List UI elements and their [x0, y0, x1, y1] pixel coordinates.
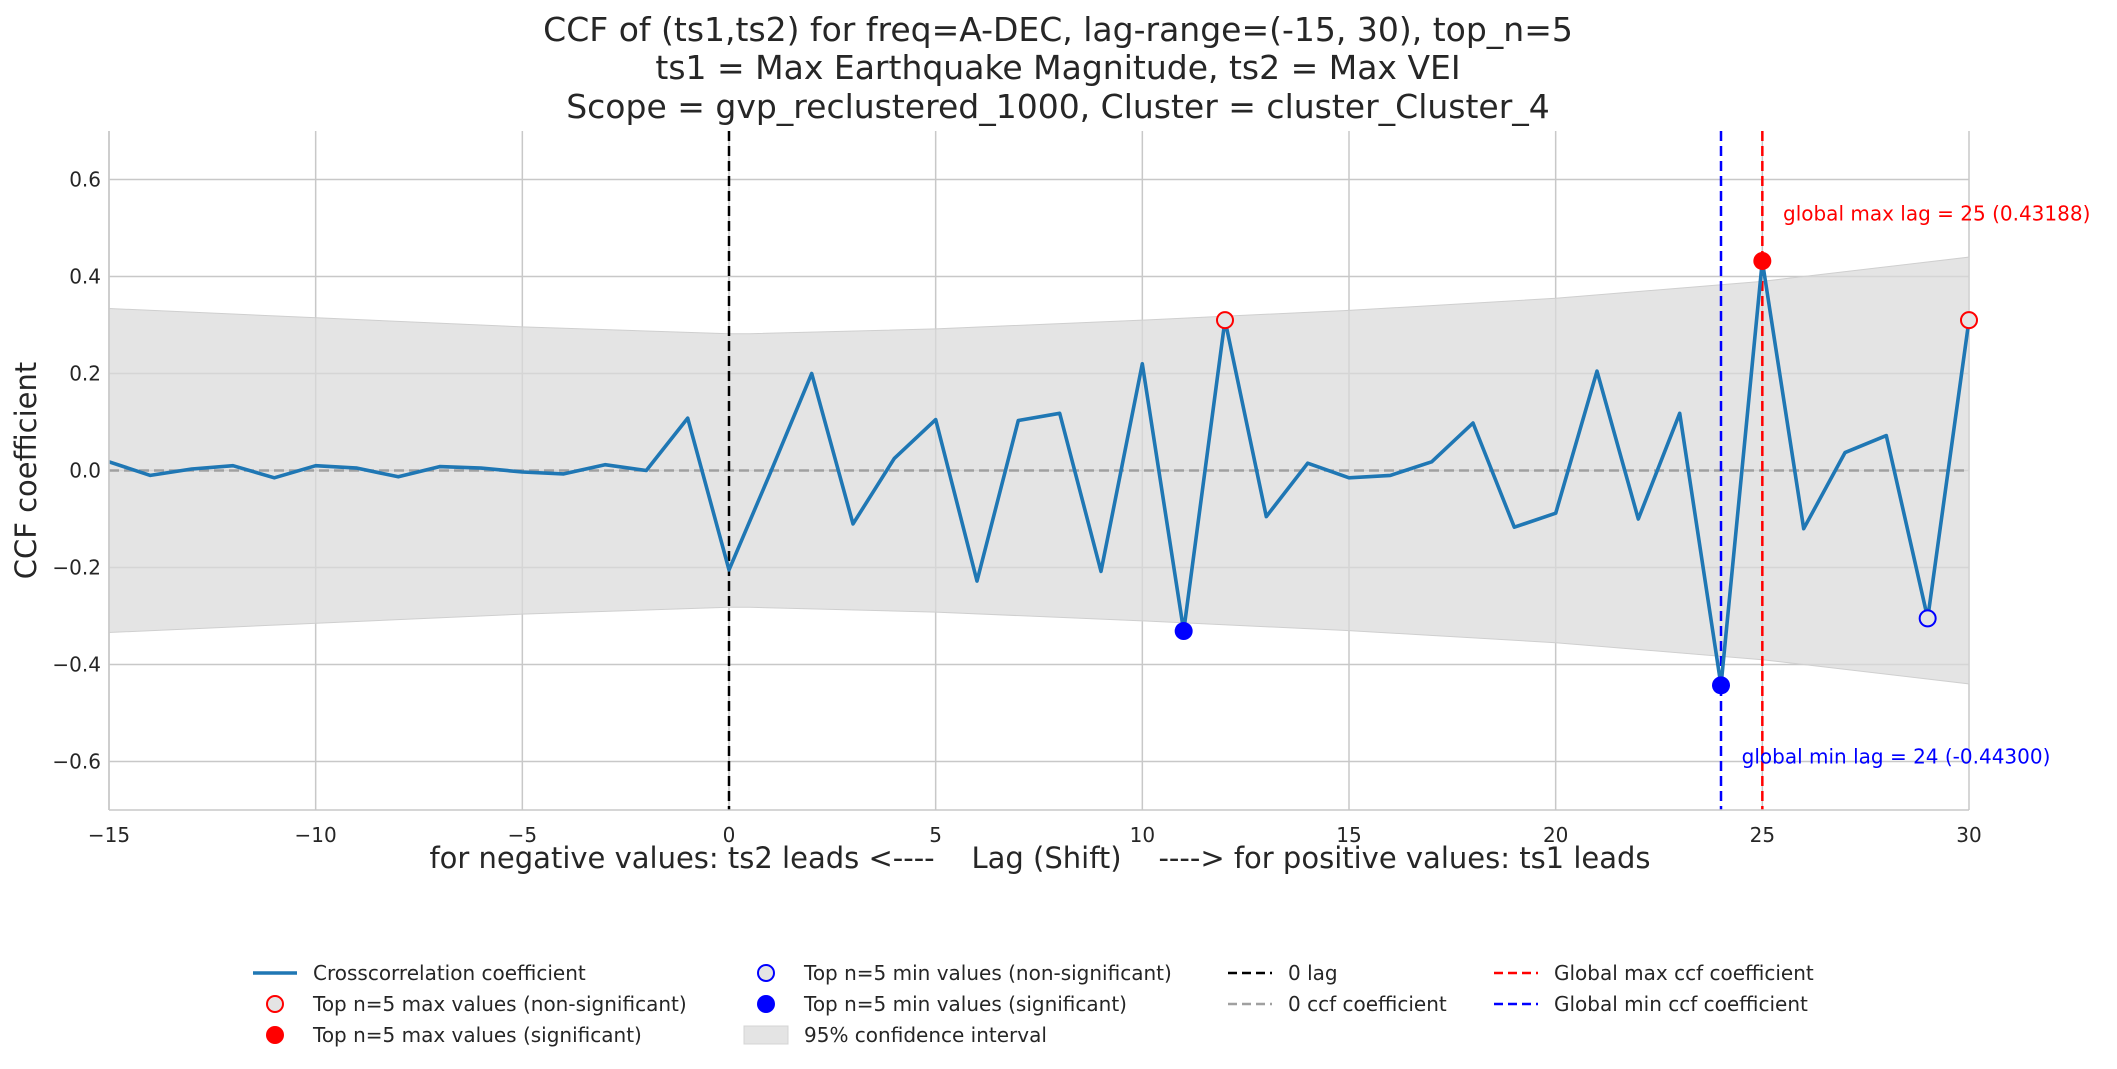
- x-tick-label: 10: [1130, 823, 1155, 847]
- legend-entry-label: Global max ccf coefficient: [1554, 961, 1814, 985]
- title-line-1: CCF of (ts1,ts2) for freq=A-DEC, lag-ran…: [543, 10, 1573, 49]
- legend-entry-label: Global min ccf coefficient: [1554, 992, 1808, 1016]
- legend-entry-label: 95% confidence interval: [804, 1023, 1047, 1047]
- min-significant-marker: [1174, 622, 1193, 641]
- legend-entry-label: 0 ccf coefficient: [1288, 992, 1447, 1016]
- title-line-3: Scope = gvp_reclustered_1000, Cluster = …: [566, 87, 1550, 126]
- chart-title: CCF of (ts1,ts2) for freq=A-DEC, lag-ran…: [543, 10, 1573, 126]
- title-line-2: ts1 = Max Earthquake Magnitude, ts2 = Ma…: [655, 48, 1460, 87]
- global-max-annotation: global max lag = 25 (0.43188): [1783, 201, 2090, 225]
- legend-marker-swatch: [757, 995, 775, 1013]
- legend-entry-label: Top n=5 max values (non-significant): [312, 992, 687, 1016]
- min-significant-marker: [1712, 676, 1730, 695]
- legend-entry-label: Top n=5 min values (significant): [803, 992, 1127, 1016]
- x-tick-label: 0: [723, 823, 736, 847]
- legend-entry-label: Crosscorrelation coefficient: [313, 961, 586, 985]
- top-n-markers: [1174, 251, 1978, 695]
- x-tick-label: −10: [295, 823, 337, 847]
- x-tick-label: 30: [1956, 823, 1981, 847]
- legend-marker-swatch: [266, 1026, 284, 1044]
- annotations: global max lag = 25 (0.43188) global min …: [1742, 201, 2091, 768]
- y-tick-label: 0.6: [69, 168, 101, 192]
- x-axis-label: for negative values: ts2 leads <---- Lag…: [429, 841, 1650, 875]
- x-tick-label: 15: [1336, 823, 1361, 847]
- y-tick-label: −0.2: [52, 556, 101, 580]
- y-axis-label: CCF coefficient: [9, 362, 43, 580]
- max-nonsignificant-marker: [1216, 311, 1234, 330]
- max-significant-marker: [1753, 251, 1772, 270]
- legend-entry-label: Top n=5 max values (significant): [312, 1023, 642, 1047]
- y-tick-label: 0.4: [69, 265, 101, 289]
- legend-band-swatch: [743, 1025, 789, 1045]
- global-min-annotation: global min lag = 24 (-0.44300): [1742, 745, 2051, 769]
- min-nonsignificant-marker: [1918, 609, 1937, 628]
- max-nonsignificant-marker: [1960, 311, 1978, 330]
- y-tick-label: 0.0: [69, 459, 101, 483]
- y-tick-label: −0.4: [52, 653, 101, 677]
- x-tick-label: 25: [1750, 823, 1775, 847]
- axes: −15 −10 −5 0 5 10 15 20 25 30 −0.6 −0.4 −0.2 0.0 0.2 0.…: [9, 131, 1982, 875]
- legend-marker-swatch: [757, 964, 775, 982]
- legend: Crosscorrelation coefficient Top n=5 max …: [253, 961, 1814, 1047]
- legend-entry-label: 0 lag: [1288, 961, 1338, 985]
- legend-entry-label: Top n=5 min values (non-significant): [803, 961, 1172, 985]
- x-tick-label: −15: [88, 823, 130, 847]
- y-tick-label: 0.2: [69, 362, 101, 386]
- legend-marker-swatch: [266, 995, 284, 1013]
- ccf-line: [108, 259, 1971, 688]
- x-tick-label: 20: [1543, 823, 1568, 847]
- x-tick-label: −5: [508, 823, 537, 847]
- y-tick-label: −0.6: [52, 750, 101, 774]
- x-tick-label: 5: [929, 823, 942, 847]
- ccf-series: [108, 259, 1971, 688]
